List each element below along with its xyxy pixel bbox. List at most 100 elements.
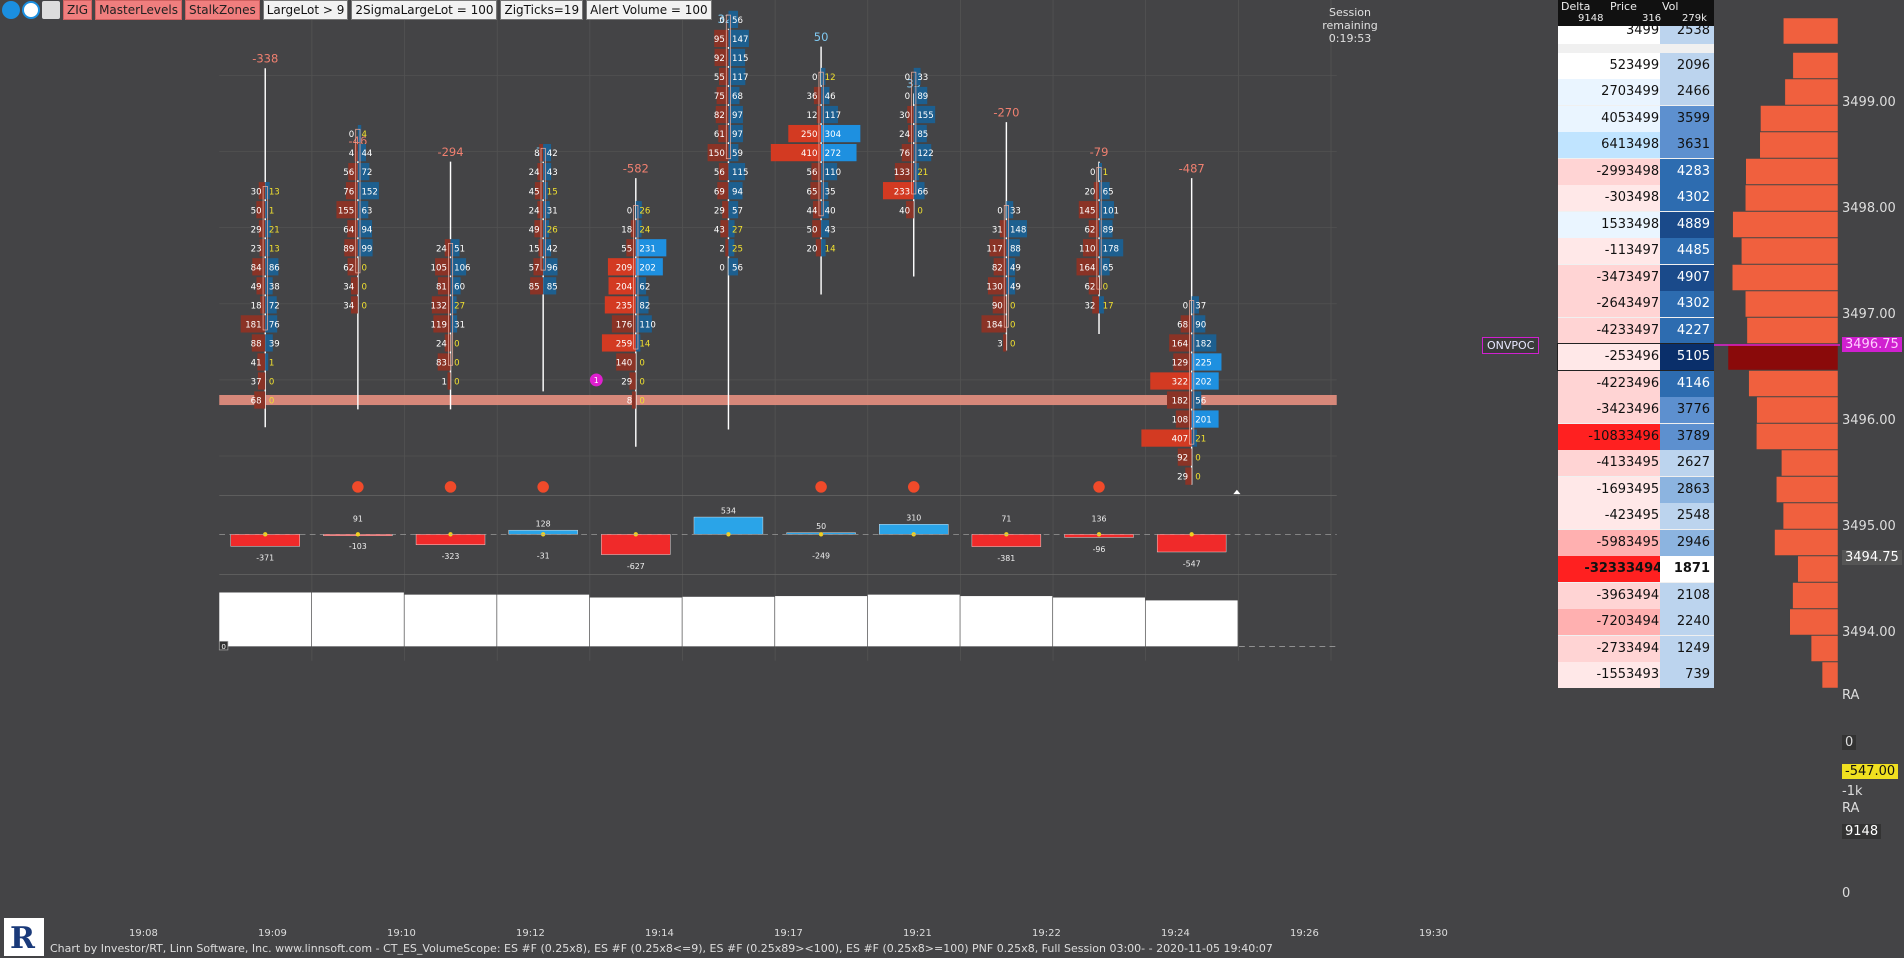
- ladder-row[interactable]: -1083 3496.00 3789: [1558, 423, 1714, 450]
- ladder-delta: 270: [1601, 84, 1626, 99]
- ladder-row[interactable]: -347 3497.50 4907: [1558, 264, 1714, 291]
- ladder-row[interactable]: -413 3495.75 2627: [1558, 450, 1714, 476]
- ladder-vol: 2548: [1660, 503, 1714, 529]
- ladder-row[interactable]: -422 3496.50 4146: [1558, 370, 1714, 397]
- bid-value: 0: [905, 92, 910, 102]
- profile-bar: [1727, 343, 1839, 371]
- ask-value: 46: [825, 92, 836, 102]
- bid-value: 0: [1183, 301, 1188, 311]
- ladder-row[interactable]: -155 3493.75 739: [1558, 662, 1714, 688]
- ask-cell: [821, 220, 830, 238]
- bid-value: 49: [529, 225, 540, 235]
- ladder-vol: 4227: [1660, 317, 1714, 344]
- ladder-delta: -598: [1596, 534, 1626, 550]
- ladder-delta: -720: [1596, 614, 1626, 629]
- ladder-vol: 4889: [1660, 211, 1714, 238]
- bid-cell: [812, 201, 822, 219]
- ladder-row[interactable]: -720 3494.25 2240: [1558, 609, 1714, 635]
- bid-cell: [715, 105, 729, 124]
- bid-cell: [813, 86, 822, 105]
- ask-cell: [1099, 296, 1104, 314]
- ask-value: 27: [732, 225, 743, 235]
- bar-body: [448, 243, 454, 366]
- price-axis[interactable]: 3499.00 3498.00 3497.00 3496.00 3495.00 3494.…: [1840, 0, 1904, 958]
- profile-bar: [1745, 290, 1839, 318]
- ladder-row[interactable]: 153 3498.00 4889: [1558, 211, 1714, 238]
- ladder-row[interactable]: -25 3496.75 5105: [1557, 343, 1715, 371]
- stalk-dot: [907, 481, 920, 493]
- ladder-row[interactable]: -598 3495.00 2946: [1558, 529, 1714, 556]
- ask-value: 0: [361, 263, 366, 273]
- profile-bar: [1756, 423, 1839, 450]
- ask-value: 65: [1103, 263, 1114, 273]
- bid-value: 88: [251, 340, 262, 350]
- ladder-row[interactable]: 52 3499.50 2096: [1558, 52, 1714, 79]
- ask-value: 115: [732, 54, 748, 64]
- ladder-row[interactable]: -396 3494.50 2108: [1558, 582, 1714, 609]
- bid-cell: [256, 201, 266, 219]
- ask-cell: [728, 182, 743, 200]
- bid-cell: [1088, 220, 1100, 238]
- ladder-row[interactable]: 641 3498.75 3631: [1558, 132, 1714, 158]
- ladder-row[interactable]: -342 3496.25 3776: [1558, 397, 1714, 423]
- ask-value: 35: [825, 187, 836, 197]
- bid-value: 83: [436, 359, 447, 369]
- toolbar-button[interactable]: StalkZones: [184, 0, 260, 20]
- bid-value: 61: [714, 130, 725, 140]
- ladder-vol: 4485: [1660, 238, 1714, 264]
- ladder-row[interactable]: -3233 3494.75 1871: [1558, 556, 1714, 582]
- bid-value: 204: [616, 282, 632, 292]
- bid-value: 56: [714, 168, 725, 178]
- ladder-row[interactable]: -169 3495.50 2863: [1558, 476, 1714, 503]
- ladder-row[interactable]: 405 3499.00 3599: [1558, 105, 1714, 132]
- ladder-row[interactable]: -423 3497.00 4227: [1558, 317, 1714, 344]
- bid-cell: [444, 239, 451, 257]
- ask-cell: [821, 105, 838, 124]
- ask-value: 14: [825, 244, 836, 254]
- ask-value: 147: [732, 35, 748, 45]
- bid-cell: [437, 277, 451, 295]
- toolbar-button[interactable]: Alert Volume = 100: [586, 0, 712, 20]
- bid-cell: [811, 163, 822, 181]
- bid-value: 181: [245, 320, 261, 330]
- ask-value: 82: [639, 301, 650, 311]
- toolbar-button[interactable]: ZigTicks=19: [500, 0, 584, 20]
- bid-cell: [1003, 334, 1007, 352]
- ladder-row[interactable]: 270 3499.25 2466: [1558, 79, 1714, 105]
- ask-value: 86: [269, 263, 280, 273]
- header-price[interactable]: Price: [1610, 0, 1637, 13]
- ladder-row[interactable]: -30 3498.25 4302: [1558, 185, 1714, 211]
- bid-value: 23: [251, 244, 262, 254]
- price-ladder[interactable]: 3499.75 2538 52 3499.50 2096 270 3499.25 2466 40…: [1557, 0, 1715, 688]
- toolbar-button[interactable]: ZIG: [63, 0, 93, 20]
- delta-high: 71: [1001, 514, 1011, 523]
- stalk-dot: [1093, 481, 1105, 493]
- ask-cell: [543, 143, 552, 162]
- ask-value: 0: [454, 340, 459, 350]
- ladder-vol: 5105: [1660, 344, 1714, 370]
- toolbar-button[interactable]: MasterLevels: [95, 0, 182, 20]
- refresh-icon[interactable]: [2, 1, 20, 19]
- header-vol[interactable]: Vol: [1662, 0, 1679, 13]
- bid-cell: [812, 220, 822, 238]
- time-label: 19:12: [516, 928, 545, 939]
- ladder-row[interactable]: -299 3498.50 4283: [1558, 158, 1714, 185]
- ladder-row[interactable]: -264 3497.25 4302: [1558, 291, 1714, 317]
- header-delta[interactable]: Delta: [1561, 0, 1591, 13]
- toolbar-button[interactable]: 2SigmaLargeLot = 100: [351, 0, 498, 20]
- house-icon[interactable]: [42, 1, 60, 19]
- ask-value: 13: [269, 244, 280, 254]
- ask-value: 0: [269, 378, 274, 388]
- toolbar-button[interactable]: LargeLot > 9: [262, 0, 349, 20]
- clock-icon[interactable]: [22, 1, 40, 19]
- ask-value: 24: [639, 225, 650, 235]
- ladder-row[interactable]: -42 3495.25 2548: [1558, 503, 1714, 529]
- ladder-row[interactable]: -11 3497.75 4485: [1558, 238, 1714, 264]
- bid-cell: [336, 201, 358, 219]
- ask-cell: [543, 201, 550, 219]
- ladder-delta: -342: [1596, 402, 1626, 417]
- ask-value: 56: [1195, 397, 1206, 407]
- bid-value: 29: [251, 225, 262, 235]
- ladder-row[interactable]: -273 3494.00 1249: [1558, 635, 1714, 662]
